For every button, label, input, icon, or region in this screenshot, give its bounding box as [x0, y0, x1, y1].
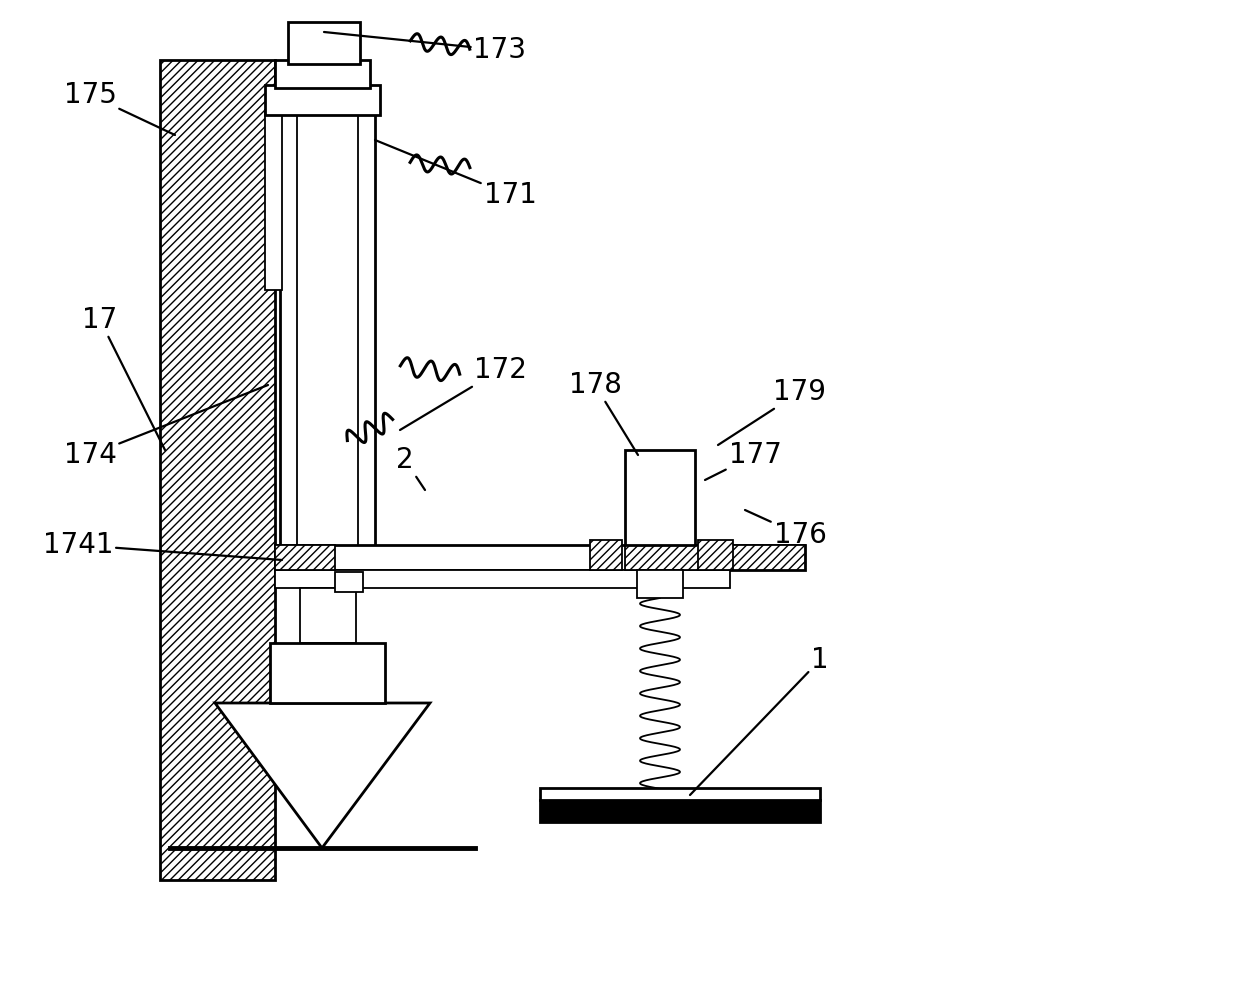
Bar: [624, 545, 805, 570]
Bar: [540, 800, 820, 822]
Bar: [275, 60, 370, 88]
Bar: [265, 110, 282, 290]
Bar: [300, 588, 356, 643]
Text: 179: 179: [717, 378, 826, 445]
Bar: [590, 540, 622, 570]
Bar: [335, 572, 363, 592]
Bar: [624, 450, 695, 545]
Text: 17: 17: [82, 306, 165, 450]
Bar: [280, 110, 375, 555]
Bar: [275, 545, 805, 570]
Bar: [637, 570, 683, 598]
Text: 173: 173: [325, 32, 527, 64]
Text: 176: 176: [745, 510, 826, 549]
Bar: [698, 540, 733, 570]
Text: 172: 172: [400, 356, 527, 430]
Bar: [540, 788, 820, 800]
Text: 175: 175: [63, 81, 175, 135]
Text: 171: 171: [375, 140, 536, 209]
Polygon shape: [216, 703, 430, 848]
Text: 1: 1: [690, 646, 829, 795]
Text: 2: 2: [396, 446, 425, 490]
Bar: [275, 570, 730, 588]
Text: 174: 174: [63, 385, 268, 469]
Text: 178: 178: [569, 371, 638, 455]
Bar: [265, 85, 380, 115]
Bar: [160, 60, 275, 880]
Text: 177: 177: [705, 441, 782, 480]
Bar: [270, 643, 385, 703]
Bar: [287, 22, 361, 64]
Text: 1741: 1741: [43, 531, 282, 560]
Bar: [275, 545, 335, 570]
